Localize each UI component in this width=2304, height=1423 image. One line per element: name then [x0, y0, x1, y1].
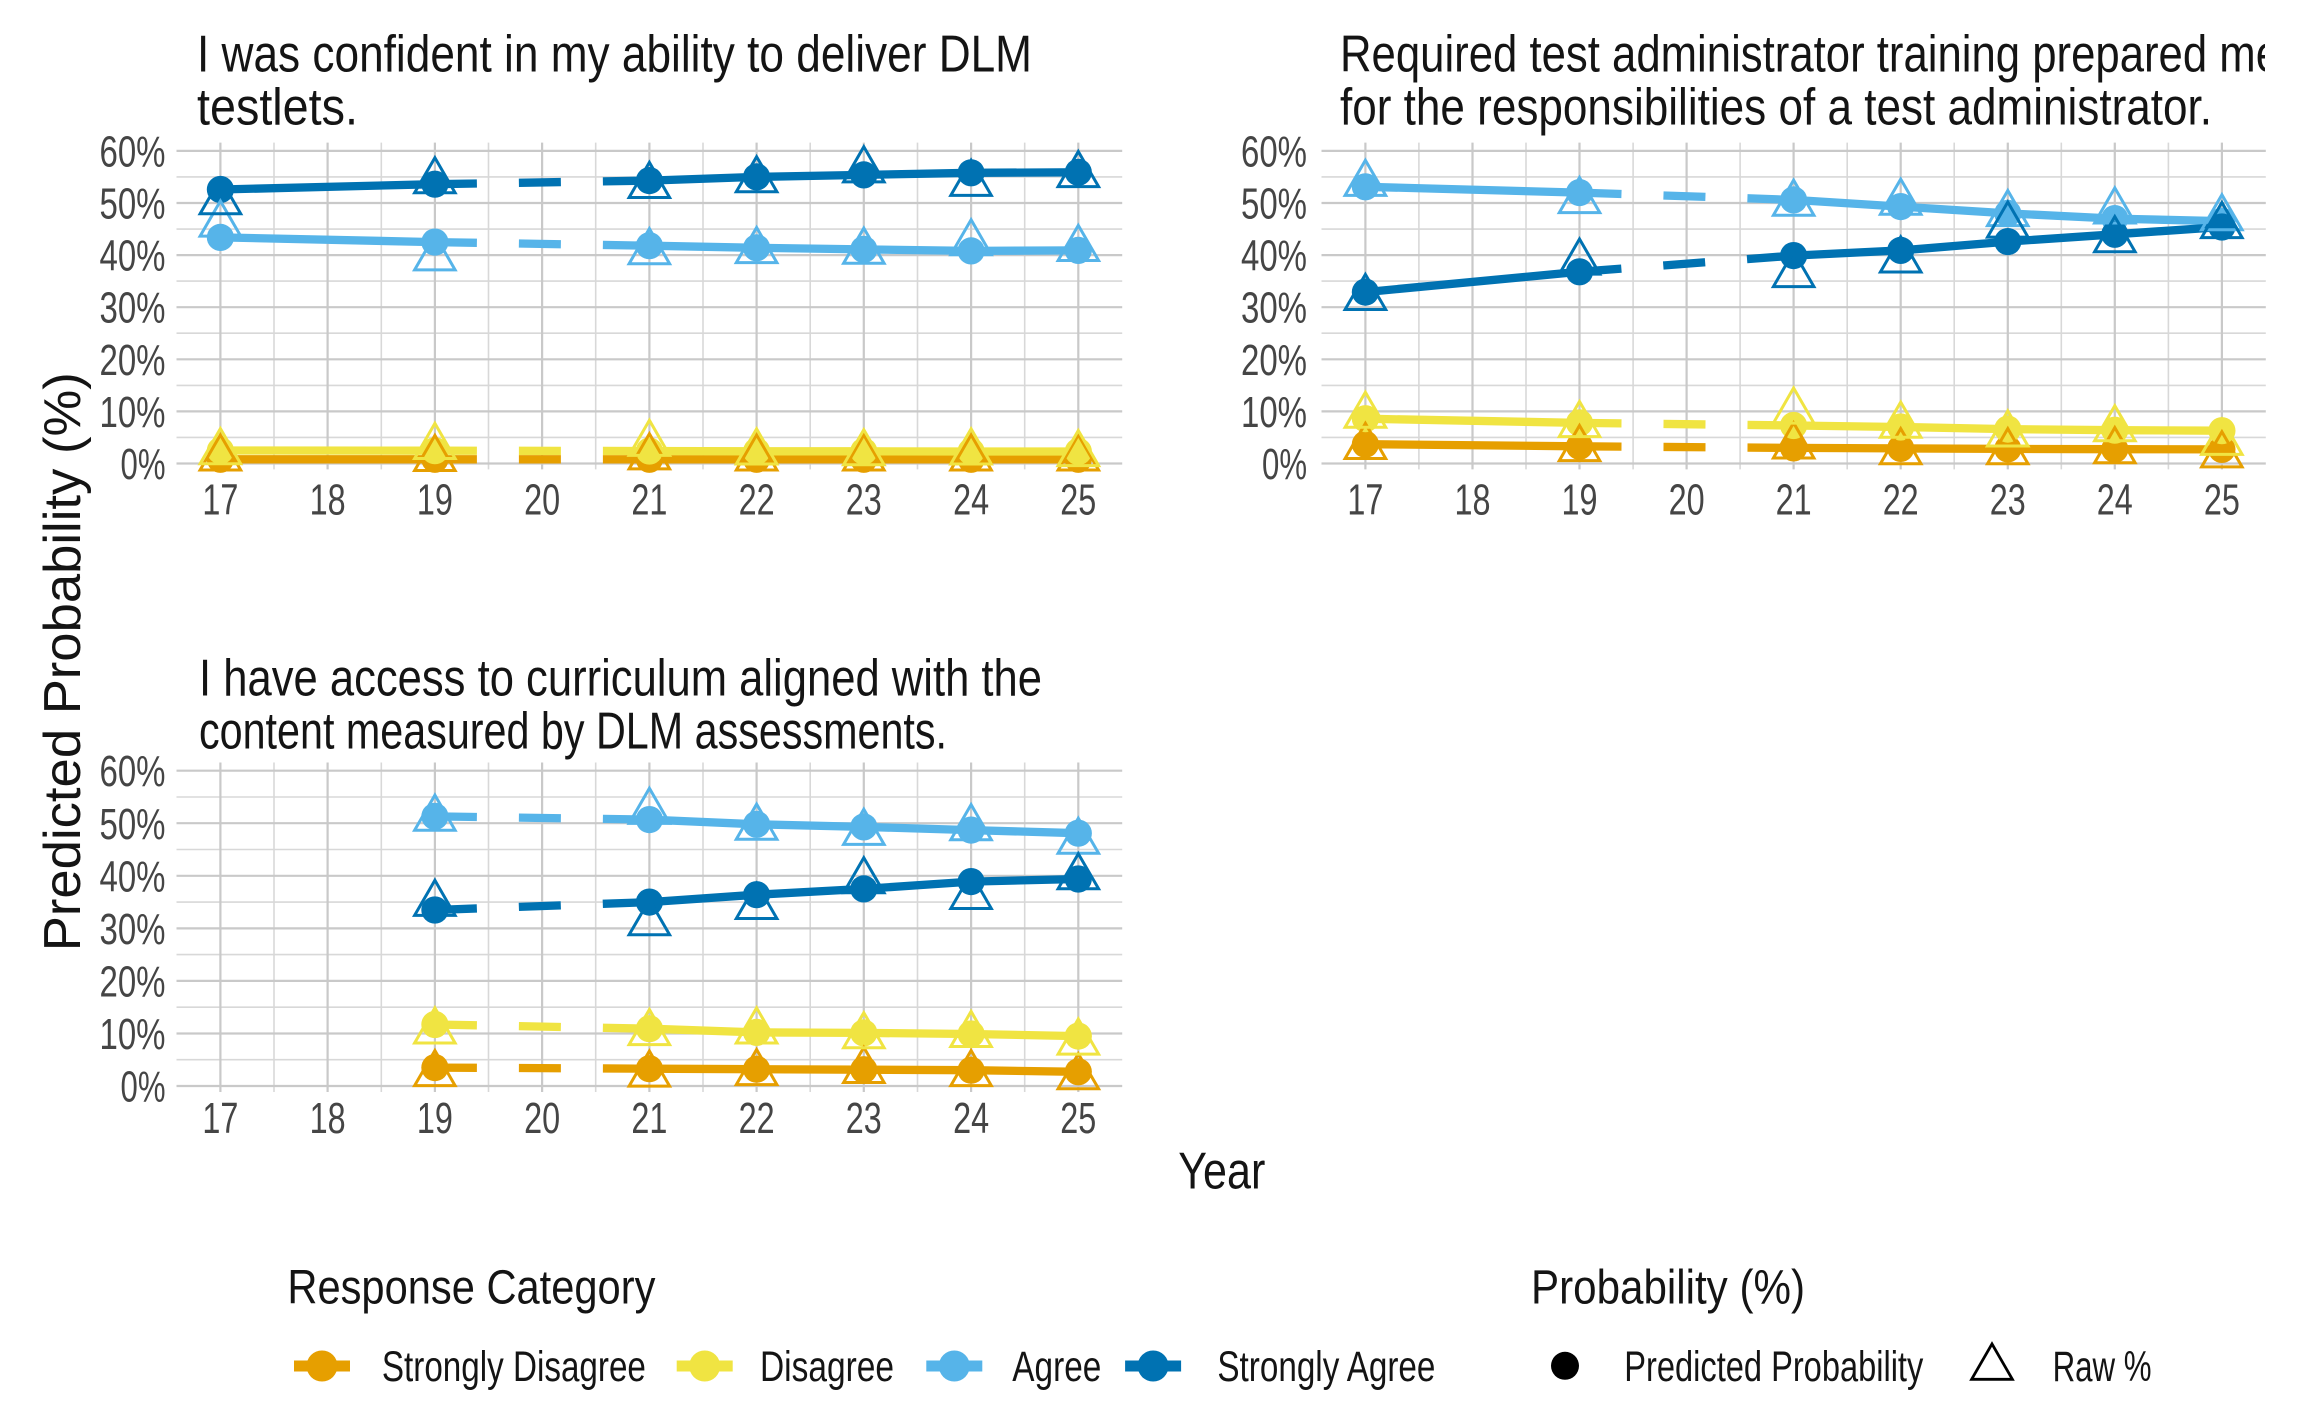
svg-text:25: 25 — [1060, 476, 1096, 525]
svg-text:40%: 40% — [100, 232, 166, 281]
svg-text:40%: 40% — [100, 852, 166, 901]
svg-text:0%: 0% — [121, 440, 166, 489]
svg-text:19: 19 — [1562, 476, 1598, 525]
svg-text:Agree: Agree — [1012, 1343, 1101, 1391]
svg-text:18: 18 — [1455, 476, 1491, 525]
svg-text:60%: 60% — [100, 747, 166, 796]
svg-text:50%: 50% — [1241, 180, 1307, 229]
svg-text:0%: 0% — [121, 1063, 166, 1112]
svg-text:50%: 50% — [100, 180, 166, 229]
svg-text:10%: 10% — [100, 388, 166, 437]
svg-text:18: 18 — [310, 1094, 346, 1143]
svg-text:25: 25 — [2204, 476, 2240, 525]
svg-text:22: 22 — [739, 1094, 775, 1143]
svg-text:21: 21 — [1776, 476, 1812, 525]
svg-text:23: 23 — [846, 1094, 882, 1143]
svg-text:19: 19 — [417, 1094, 453, 1143]
svg-text:60%: 60% — [1241, 127, 1307, 176]
svg-text:40%: 40% — [1241, 232, 1307, 281]
svg-text:24: 24 — [953, 1094, 989, 1143]
svg-text:testlets.: testlets. — [197, 79, 358, 137]
svg-text:23: 23 — [1990, 476, 2026, 525]
svg-text:Disagree: Disagree — [760, 1343, 894, 1391]
svg-text:21: 21 — [631, 476, 667, 525]
svg-text:25: 25 — [1060, 1094, 1096, 1143]
svg-text:Strongly Disagree: Strongly Disagree — [382, 1343, 646, 1391]
svg-text:Strongly Agree: Strongly Agree — [1217, 1343, 1435, 1391]
svg-text:30%: 30% — [100, 905, 166, 954]
svg-text:Probability (%): Probability (%) — [1531, 1262, 1805, 1315]
svg-text:20%: 20% — [100, 336, 166, 385]
svg-text:23: 23 — [846, 476, 882, 525]
svg-text:20: 20 — [524, 476, 560, 525]
svg-text:Predicted Probability: Predicted Probability — [1624, 1343, 1923, 1391]
svg-text:60%: 60% — [100, 127, 166, 176]
svg-text:21: 21 — [631, 1094, 667, 1143]
svg-text:20: 20 — [524, 1094, 560, 1143]
svg-text:20%: 20% — [100, 957, 166, 1006]
svg-text:24: 24 — [953, 476, 989, 525]
svg-text:30%: 30% — [1241, 284, 1307, 333]
svg-text:17: 17 — [202, 476, 238, 525]
svg-text:content measured by DLM assess: content measured by DLM assessments. — [199, 702, 947, 760]
svg-text:I have access to curriculum al: I have access to curriculum aligned with… — [199, 650, 1042, 708]
svg-text:Year: Year — [1178, 1143, 1265, 1201]
svg-text:50%: 50% — [100, 800, 166, 849]
svg-text:Response Category: Response Category — [287, 1262, 655, 1315]
svg-text:24: 24 — [2097, 476, 2133, 525]
svg-text:22: 22 — [1883, 476, 1919, 525]
svg-text:Raw %: Raw % — [2053, 1343, 2152, 1391]
svg-text:Predicted Probability (%): Predicted Probability (%) — [34, 372, 92, 951]
svg-text:30%: 30% — [100, 284, 166, 333]
svg-text:for the responsibilities of a: for the responsibilities of a test admin… — [1340, 79, 2212, 137]
svg-text:Required test administrator tr: Required test administrator training pre… — [1340, 26, 2280, 84]
svg-text:10%: 10% — [1241, 388, 1307, 437]
svg-text:17: 17 — [202, 1094, 238, 1143]
svg-text:10%: 10% — [100, 1010, 166, 1059]
svg-text:18: 18 — [310, 476, 346, 525]
svg-text:17: 17 — [1347, 476, 1383, 525]
svg-text:20%: 20% — [1241, 336, 1307, 385]
svg-text:I was confident in my ability: I was confident in my ability to deliver… — [197, 26, 1032, 84]
svg-text:22: 22 — [739, 476, 775, 525]
svg-text:0%: 0% — [1262, 440, 1307, 489]
svg-text:19: 19 — [417, 476, 453, 525]
svg-text:20: 20 — [1669, 476, 1705, 525]
